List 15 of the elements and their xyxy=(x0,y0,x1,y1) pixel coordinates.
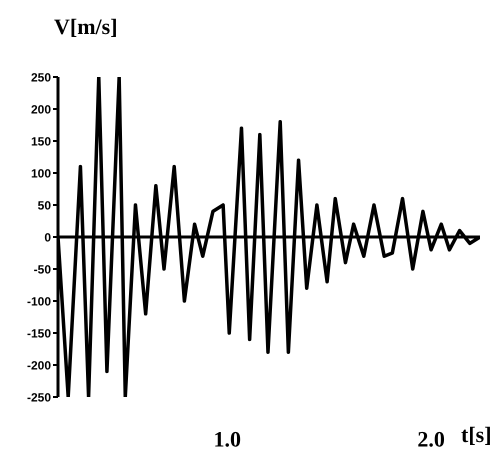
y-tick-label: 100 xyxy=(30,166,52,180)
y-tick-label: -100 xyxy=(26,294,52,308)
y-tick-label: -50 xyxy=(34,262,52,276)
y-tick-label: -200 xyxy=(26,358,52,372)
y-tick-label: 50 xyxy=(38,198,52,212)
y-tick-label: 250 xyxy=(30,70,52,84)
y-tick-label: 150 xyxy=(30,134,52,148)
x-tick-label: 1.0 xyxy=(213,426,241,452)
y-tick-label: -150 xyxy=(26,326,52,340)
y-tick-label: 200 xyxy=(30,102,52,116)
x-tick-label: 2.0 xyxy=(417,426,445,452)
y-tick-label: 0 xyxy=(44,230,52,244)
x-axis-title: t[s] xyxy=(461,422,492,448)
y-axis-title: V[m/s] xyxy=(54,14,118,40)
y-tick-label: -250 xyxy=(26,390,52,404)
